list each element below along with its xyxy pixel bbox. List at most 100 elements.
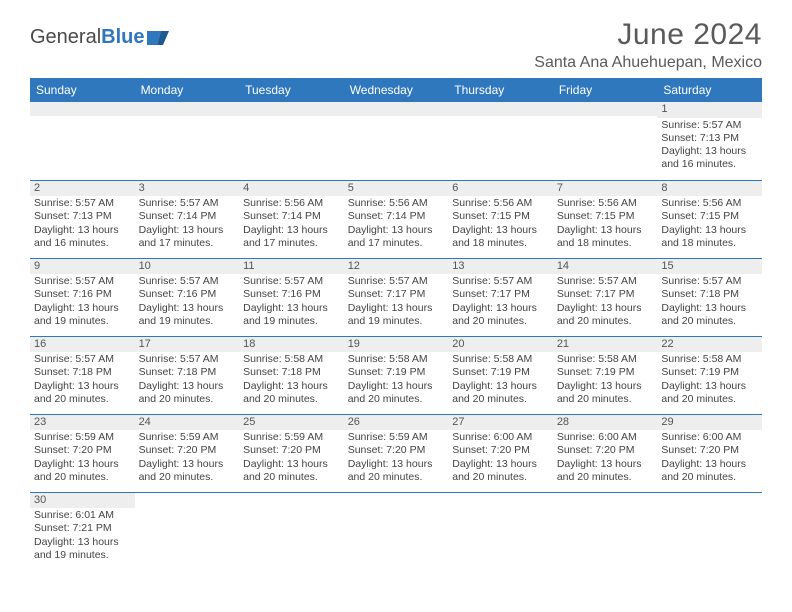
day-content: Sunrise: 6:00 AMSunset: 7:20 PMDaylight:… [448,430,553,486]
day-content: Sunrise: 5:57 AMSunset: 7:18 PMDaylight:… [30,352,135,408]
day-content: Sunrise: 5:57 AMSunset: 7:17 PMDaylight:… [448,274,553,330]
day-number: 14 [553,259,658,275]
calendar-cell: 21Sunrise: 5:58 AMSunset: 7:19 PMDayligh… [553,336,658,414]
daylight-line: Daylight: 13 hours and 20 minutes. [452,458,549,484]
day-content: Sunrise: 5:57 AMSunset: 7:14 PMDaylight:… [135,196,240,252]
location-subtitle: Santa Ana Ahuehuepan, Mexico [534,54,762,72]
sunrise-line: Sunrise: 5:59 AM [34,431,131,444]
daylight-line: Daylight: 13 hours and 20 minutes. [139,380,236,406]
daylight-line: Daylight: 13 hours and 20 minutes. [557,302,654,328]
sunset-line: Sunset: 7:17 PM [557,288,654,301]
calendar-cell [135,492,240,570]
day-content: Sunrise: 5:56 AMSunset: 7:15 PMDaylight:… [553,196,658,252]
sunset-line: Sunset: 7:16 PM [139,288,236,301]
calendar-cell: 5Sunrise: 5:56 AMSunset: 7:14 PMDaylight… [344,180,449,258]
sunrise-line: Sunrise: 5:56 AM [243,197,340,210]
day-content: Sunrise: 5:59 AMSunset: 7:20 PMDaylight:… [30,430,135,486]
sunrise-line: Sunrise: 5:56 AM [348,197,445,210]
daylight-line: Daylight: 13 hours and 18 minutes. [557,224,654,250]
day-content: Sunrise: 5:57 AMSunset: 7:17 PMDaylight:… [553,274,658,330]
day-number [344,102,449,116]
day-content: Sunrise: 5:59 AMSunset: 7:20 PMDaylight:… [239,430,344,486]
day-number: 15 [657,259,762,275]
day-number: 12 [344,259,449,275]
day-number [239,102,344,116]
sunset-line: Sunset: 7:16 PM [34,288,131,301]
calendar-cell [657,492,762,570]
calendar-cell: 19Sunrise: 5:58 AMSunset: 7:19 PMDayligh… [344,336,449,414]
calendar-cell: 1Sunrise: 5:57 AMSunset: 7:13 PMDaylight… [657,102,762,180]
day-content: Sunrise: 6:01 AMSunset: 7:21 PMDaylight:… [30,508,135,564]
brand-part2: Blue [101,26,144,49]
day-number: 11 [239,259,344,275]
day-number: 2 [30,181,135,197]
month-title: June 2024 [534,18,762,52]
daylight-line: Daylight: 13 hours and 19 minutes. [34,536,131,562]
sunset-line: Sunset: 7:13 PM [34,210,131,223]
sunset-line: Sunset: 7:18 PM [661,288,758,301]
calendar-cell: 20Sunrise: 5:58 AMSunset: 7:19 PMDayligh… [448,336,553,414]
sunset-line: Sunset: 7:20 PM [452,444,549,457]
day-number: 30 [30,493,135,509]
calendar-cell [553,492,658,570]
sunset-line: Sunset: 7:20 PM [243,444,340,457]
calendar-cell [448,492,553,570]
calendar-cell: 10Sunrise: 5:57 AMSunset: 7:16 PMDayligh… [135,258,240,336]
calendar-head: SundayMondayTuesdayWednesdayThursdayFrid… [30,78,762,102]
sunset-line: Sunset: 7:14 PM [243,210,340,223]
day-number: 29 [657,415,762,431]
daylight-line: Daylight: 13 hours and 17 minutes. [243,224,340,250]
title-block: June 2024 Santa Ana Ahuehuepan, Mexico [534,18,762,72]
day-content: Sunrise: 5:58 AMSunset: 7:19 PMDaylight:… [553,352,658,408]
calendar-cell: 6Sunrise: 5:56 AMSunset: 7:15 PMDaylight… [448,180,553,258]
sunrise-line: Sunrise: 6:00 AM [661,431,758,444]
sunrise-line: Sunrise: 5:56 AM [452,197,549,210]
calendar-cell: 15Sunrise: 5:57 AMSunset: 7:18 PMDayligh… [657,258,762,336]
daylight-line: Daylight: 13 hours and 20 minutes. [34,458,131,484]
day-number [135,102,240,116]
day-content: Sunrise: 5:59 AMSunset: 7:20 PMDaylight:… [344,430,449,486]
daylight-line: Daylight: 13 hours and 20 minutes. [348,458,445,484]
weekday-header: Tuesday [239,78,344,102]
day-number: 13 [448,259,553,275]
flag-icon [147,29,169,45]
calendar-cell: 18Sunrise: 5:58 AMSunset: 7:18 PMDayligh… [239,336,344,414]
calendar-body: 1Sunrise: 5:57 AMSunset: 7:13 PMDaylight… [30,102,762,570]
calendar-cell: 3Sunrise: 5:57 AMSunset: 7:14 PMDaylight… [135,180,240,258]
daylight-line: Daylight: 13 hours and 20 minutes. [557,380,654,406]
sunrise-line: Sunrise: 5:57 AM [34,197,131,210]
day-number: 26 [344,415,449,431]
day-number: 23 [30,415,135,431]
day-number: 5 [344,181,449,197]
sunset-line: Sunset: 7:18 PM [34,366,131,379]
sunrise-line: Sunrise: 5:59 AM [139,431,236,444]
sunrise-line: Sunrise: 6:00 AM [557,431,654,444]
calendar-cell: 28Sunrise: 6:00 AMSunset: 7:20 PMDayligh… [553,414,658,492]
day-number: 18 [239,337,344,353]
calendar-cell [344,492,449,570]
daylight-line: Daylight: 13 hours and 20 minutes. [452,302,549,328]
sunset-line: Sunset: 7:19 PM [452,366,549,379]
sunrise-line: Sunrise: 5:58 AM [348,353,445,366]
calendar-cell: 30Sunrise: 6:01 AMSunset: 7:21 PMDayligh… [30,492,135,570]
sunrise-line: Sunrise: 5:57 AM [139,197,236,210]
sunset-line: Sunset: 7:15 PM [452,210,549,223]
day-content: Sunrise: 5:58 AMSunset: 7:18 PMDaylight:… [239,352,344,408]
calendar-cell: 7Sunrise: 5:56 AMSunset: 7:15 PMDaylight… [553,180,658,258]
daylight-line: Daylight: 13 hours and 20 minutes. [661,380,758,406]
day-content: Sunrise: 5:57 AMSunset: 7:13 PMDaylight:… [30,196,135,252]
day-number: 28 [553,415,658,431]
calendar-cell [239,492,344,570]
sunrise-line: Sunrise: 5:57 AM [34,275,131,288]
sunset-line: Sunset: 7:19 PM [557,366,654,379]
day-content: Sunrise: 6:00 AMSunset: 7:20 PMDaylight:… [553,430,658,486]
sunset-line: Sunset: 7:20 PM [139,444,236,457]
day-number: 8 [657,181,762,197]
brand-logo: GeneralBlue [30,26,169,49]
sunset-line: Sunset: 7:18 PM [139,366,236,379]
sunset-line: Sunset: 7:20 PM [348,444,445,457]
daylight-line: Daylight: 13 hours and 20 minutes. [243,380,340,406]
calendar-table: SundayMondayTuesdayWednesdayThursdayFrid… [30,78,762,570]
day-number: 4 [239,181,344,197]
sunset-line: Sunset: 7:20 PM [34,444,131,457]
